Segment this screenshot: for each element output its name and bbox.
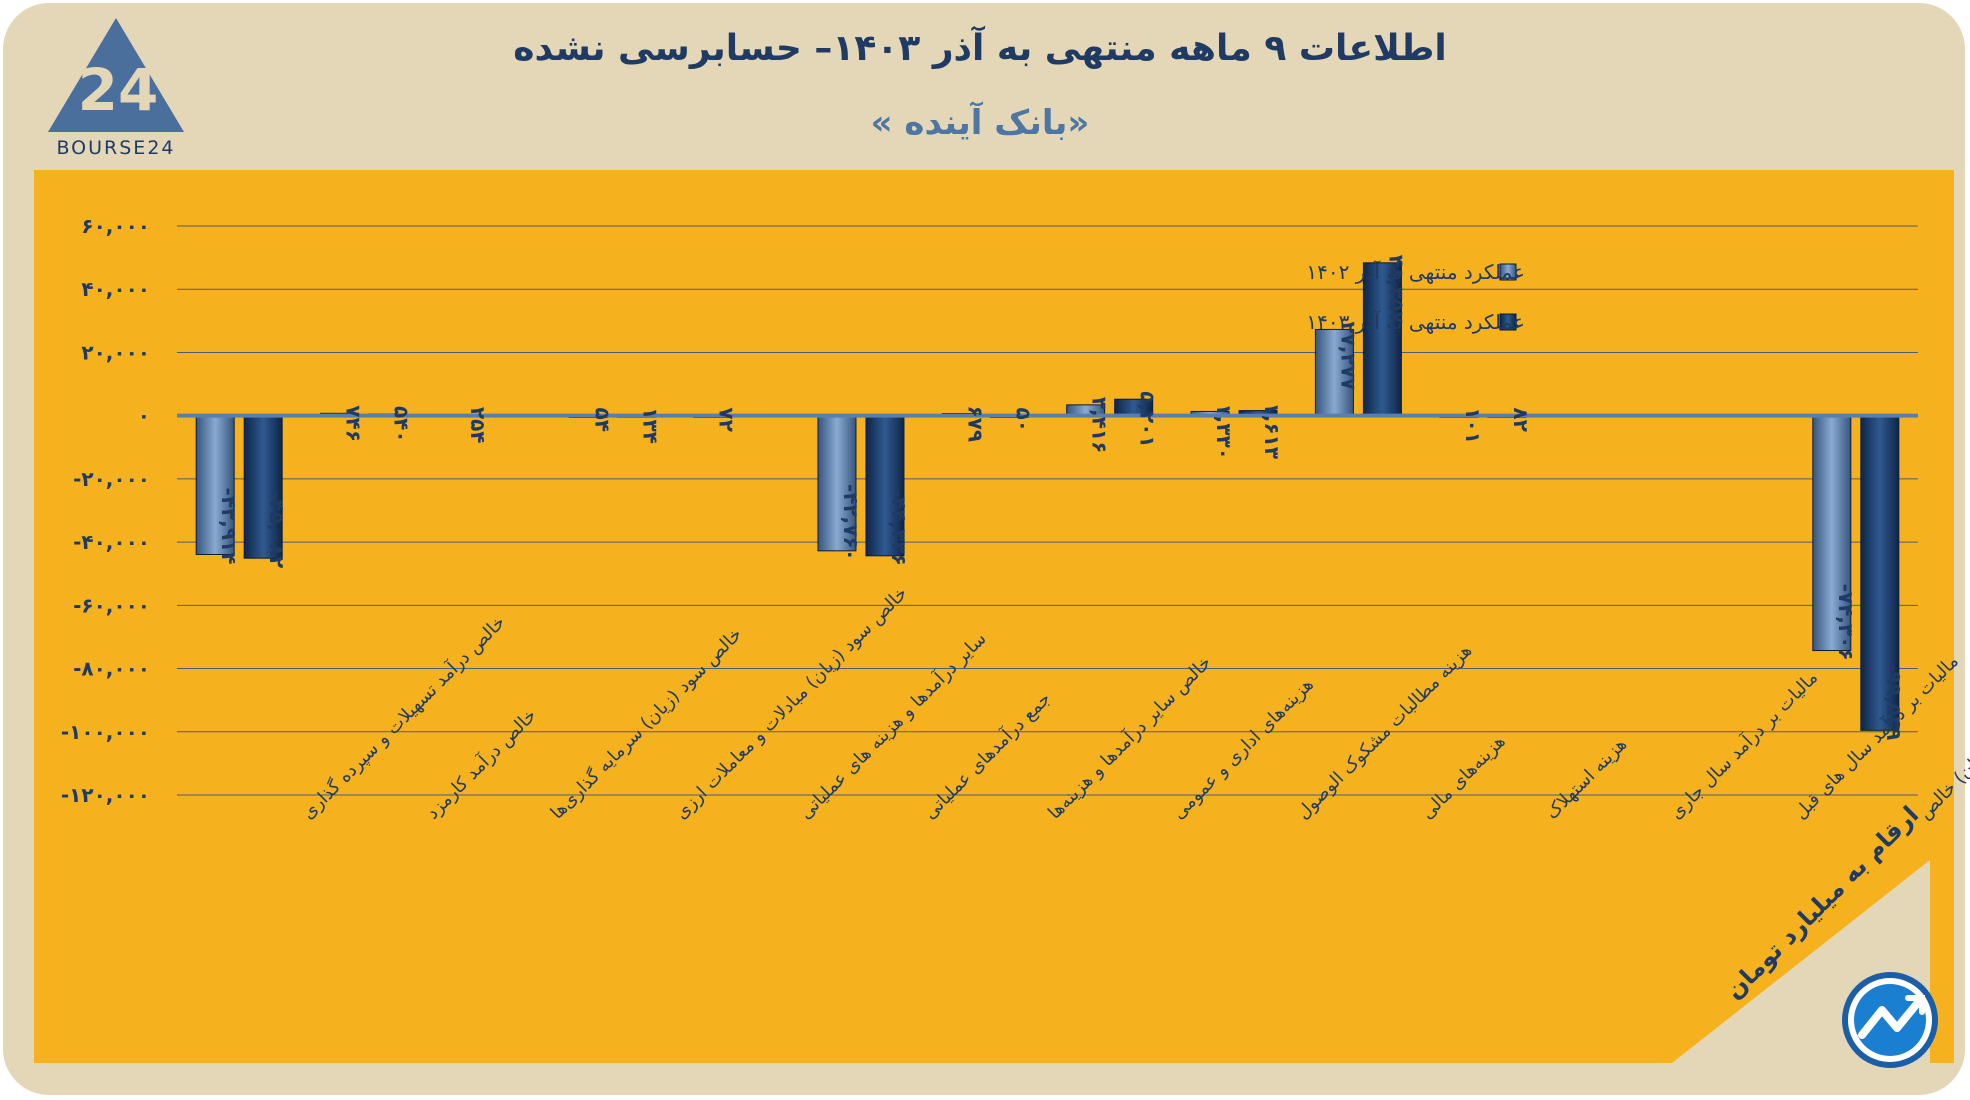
data-label: ۱,۶۱۳ <box>1260 403 1284 459</box>
bar-series2 <box>1860 415 1900 731</box>
legend: عملکرد منتهی به آذر ۱۴۰۲ عملکرد منتهی به … <box>1306 259 1525 334</box>
data-label: ۳,۴۱۶ <box>1088 397 1112 453</box>
category-label: خالص سود (زیان) مبادلات و معاملات ارزی <box>671 583 912 824</box>
data-label: ۵۴ <box>590 407 614 431</box>
page-subtitle: «بانک آینده » <box>870 103 1090 143</box>
legend-swatch <box>1499 263 1517 281</box>
logo-mark: 24 <box>78 56 159 124</box>
y-tick-label: -۸۰,۰۰۰ <box>73 657 150 681</box>
legend-swatch <box>1499 313 1517 331</box>
bar-series1 <box>195 415 235 555</box>
logo-text: BOURSE24 <box>56 137 175 159</box>
y-tick-label: -۱۲۰,۰۰۰ <box>61 783 150 807</box>
legend-label: عملکرد منتهی به آذر ۱۴۰۳ <box>1306 309 1525 334</box>
y-tick-label: ۶۰,۰۰۰ <box>81 214 150 238</box>
data-label: ۵۴۰ <box>390 406 414 443</box>
y-tick-label: ۴۰,۰۰۰ <box>81 277 150 301</box>
y-tick-label: ۰ <box>138 404 150 428</box>
data-label: ۸۲ <box>1509 407 1533 431</box>
bar-series1 <box>817 415 857 552</box>
data-label: ۷۴۶ <box>342 405 366 442</box>
bar-series2 <box>1362 262 1402 417</box>
y-tick-label: ۲۰,۰۰۰ <box>81 340 150 364</box>
chart-panel <box>34 170 1954 1063</box>
bar-series1 <box>1314 328 1354 417</box>
data-label: -۷۴,۳۰۶ <box>1834 584 1858 661</box>
bar-series1 <box>1812 415 1852 652</box>
category-label: خالص سود (زیان) سرمایه گذاری‌ها <box>546 623 746 823</box>
data-label: -۹۹,۵۳۹ <box>1882 663 1906 740</box>
data-label: ۲۷,۲۷۷ <box>1336 321 1360 390</box>
data-label: ۱,۳۳۰ <box>1212 403 1236 459</box>
data-label: -۴۳,۹۱۴ <box>217 488 241 565</box>
bars <box>195 262 1900 731</box>
bar-series2 <box>243 415 283 559</box>
data-label: ۷۲ <box>715 407 739 431</box>
data-label: ۱۳۴ <box>638 407 662 444</box>
y-axis-ticks: ۶۰,۰۰۰ ۴۰,۰۰۰ ۲۰,۰۰۰ ۰ -۲۰,۰۰۰ -۴۰,۰۰۰ -۶۰,۰۰۰… <box>61 214 150 807</box>
y-tick-label: -۶۰,۰۰۰ <box>73 593 150 617</box>
category-label: هزینه‌های اداری و عمومی <box>1168 674 1317 823</box>
bar-series2 <box>865 415 905 557</box>
brand-badge-icon <box>1842 972 1938 1068</box>
category-label: سود(زیان) خالص <box>1915 718 1970 824</box>
category-label: خالص درآمد کارمزد <box>421 704 541 824</box>
data-label: -۴۵,۰۸۲ <box>265 491 289 568</box>
category-label: خالص درآمد تسهیلات و سپرده گذاری <box>296 610 509 823</box>
data-label: -۴۴,۳۳۶ <box>887 489 911 566</box>
category-label: هزینه استهلاک <box>1541 734 1631 824</box>
data-label: ۵,۲۰۱ <box>1136 391 1160 447</box>
bourse24-logo: 24 BOURSE24 <box>48 18 184 159</box>
data-label: ۴۸,۳۵۷ <box>1384 255 1408 324</box>
legend-label: عملکرد منتهی به آذر ۱۴۰۲ <box>1306 259 1525 284</box>
y-tick-label: -۱۰۰,۰۰۰ <box>61 720 150 744</box>
page-title: اطلاعات ۹ ماهه منتهی به آذر ۱۴۰۳– حسابرس… <box>513 28 1447 69</box>
y-tick-label: -۲۰,۰۰۰ <box>73 467 150 491</box>
data-label: -۴۲,۷۶۰ <box>839 484 863 561</box>
data-labels: -۴۳,۹۱۴ ۷۴۶ ۲۵۴ ۵۴ ۷۲ -۴۲,۷۶۰ ۶۷۹ ۳,۴۱۶ ۱,۳۳۰ ۲۷,… <box>217 255 1906 741</box>
data-label: ۵۰ <box>1011 408 1035 432</box>
data-label: ۲۵۴ <box>466 407 490 444</box>
y-tick-label: -۴۰,۰۰۰ <box>73 530 150 554</box>
category-label: هزینه‌های مالی <box>1417 731 1510 824</box>
category-label: جمع درآمدهای عملیاتی <box>918 687 1055 824</box>
data-label: ۱۰۱ <box>1461 407 1485 444</box>
data-label: ۶۷۹ <box>963 406 987 443</box>
logo-triangle-icon <box>48 18 184 132</box>
